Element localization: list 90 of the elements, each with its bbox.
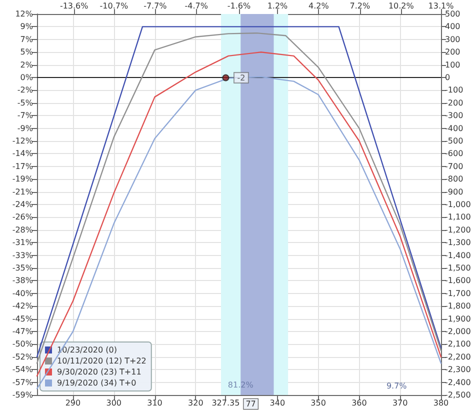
y-tick-label: -1,400 [445, 250, 471, 260]
y-tick-label: -100 [445, 86, 464, 95]
x2-tick-label: -13.6% [60, 2, 89, 10]
y2-tick-label: -5% [17, 98, 34, 108]
x2-tick-label: -4.7% [184, 2, 208, 10]
y-tick-label: -1,500 [445, 264, 471, 272]
x2-tick-label: -10.7% [100, 2, 128, 10]
y2-tick-label: -19% [12, 174, 34, 184]
x-tick-label: 340 [270, 398, 286, 408]
y2-tick-label: -54% [12, 365, 34, 374]
x-tick-label: 350 [310, 398, 326, 408]
y-tick-label: -2,500 [445, 390, 471, 400]
y2-tick-label: 12% [15, 10, 34, 18]
annotation: 9.7% [386, 382, 408, 390]
x-tick-label: 320 [188, 398, 204, 408]
y2-tick-label: -47% [12, 327, 34, 336]
legend-label: 9/30/2020 (23) T+11 [57, 368, 142, 376]
x2-tick-label: -1.6% [227, 2, 251, 10]
y2-tick-label: -42% [12, 302, 34, 311]
y-tick-label: 0 [445, 73, 450, 82]
y-tick-label: -2,100 [445, 340, 471, 349]
y-tick-label: -700 [445, 162, 464, 171]
legend-label: 10/23/2020 (0) [57, 346, 117, 354]
y-tick-label: -200 [445, 98, 464, 108]
y-tick-label: -2,200 [445, 352, 471, 362]
x-tick-label: 380 [433, 398, 449, 408]
y-tick-label: -1,600 [445, 276, 471, 286]
y2-tick-label: -45% [12, 314, 34, 324]
legend-label: 10/11/2020 (12) T+22 [57, 356, 146, 366]
x2-tick-label: 1.2% [267, 2, 288, 10]
y2-tick-label: -59% [12, 390, 34, 400]
y-tick-label: -2,000 [445, 327, 471, 336]
y2-tick-label: 5% [20, 48, 34, 57]
y-tick-label: -600 [445, 149, 464, 158]
y2-tick-label: -7% [17, 111, 34, 120]
y-tick-label: -1,900 [445, 314, 471, 324]
y2-tick-label: -33% [12, 250, 34, 260]
y2-tick-label: -21% [12, 187, 34, 196]
annotation: -2 [237, 73, 246, 82]
y2-tick-label: -50% [12, 340, 34, 349]
x-tick-label: 300 [106, 398, 122, 408]
y2-tick-label: 7% [20, 34, 34, 44]
y-tick-label: 200 [445, 48, 460, 57]
x-tick-label: 290 [65, 398, 81, 408]
y-tick-label: -500 [445, 136, 464, 146]
y2-tick-label: -24% [12, 200, 34, 209]
y-tick-label: -1,000 [445, 200, 471, 209]
y-tick-label: -800 [445, 174, 464, 184]
text: 77 [246, 400, 256, 408]
y2-tick-label: -14% [12, 149, 34, 158]
y-tick-label: 300 [445, 34, 460, 44]
x2-tick-label: 10.2% [388, 2, 414, 10]
y-tick-label: -300 [445, 111, 464, 120]
y2-tick-label: -52% [12, 352, 34, 362]
x2-tick-label: -7.7% [144, 2, 168, 10]
x2-tick-label: 4.2% [308, 2, 330, 10]
y2-tick-label: -9% [17, 124, 34, 133]
y2-tick-label: -17% [12, 162, 34, 171]
x2-tick-label: 7.2% [350, 2, 370, 10]
y2-tick-label: -31% [12, 238, 34, 248]
x-tick-label: 370 [392, 398, 408, 408]
y-tick-label: -400 [445, 124, 464, 133]
y2-tick-label: -38% [12, 276, 34, 286]
y2-tick-label: -40% [12, 288, 34, 298]
x2-tick-label: 13.1% [428, 2, 454, 10]
y-tick-label: 400 [445, 22, 460, 32]
y-tick-label: -2,400 [445, 378, 471, 387]
y-tick-label: -1,200 [445, 225, 471, 234]
x-tick-label: 310 [147, 398, 162, 408]
y2-tick-label: -2% [17, 86, 34, 95]
y-tick-label: -900 [445, 187, 464, 196]
x-tick-label: 360 [352, 398, 367, 408]
y2-tick-label: 2% [20, 60, 34, 70]
y2-tick-label: -57% [12, 378, 34, 387]
y2-tick-label: -28% [12, 225, 34, 234]
y-tick-label: -1,800 [445, 302, 471, 311]
y-tick-label: -1,700 [445, 288, 471, 298]
legend-label: 9/19/2020 (34) T+0 [57, 378, 136, 388]
y2-tick-label: 0% [20, 73, 34, 82]
y-tick-label: -1,100 [445, 212, 471, 222]
annotation: 81.2% [228, 380, 254, 390]
y2-tick-label: -12% [12, 136, 34, 146]
y-tick-label: -1,300 [445, 238, 471, 248]
y-tick-label: 100 [445, 60, 460, 70]
y-tick-label: -2,300 [445, 365, 471, 374]
x-tick-label: 327.35 [212, 398, 240, 408]
y-tick-label: 500 [445, 10, 460, 18]
y2-tick-label: -35% [12, 264, 34, 272]
y2-tick-label: -26% [12, 212, 34, 222]
y2-tick-label: 9% [20, 22, 34, 32]
